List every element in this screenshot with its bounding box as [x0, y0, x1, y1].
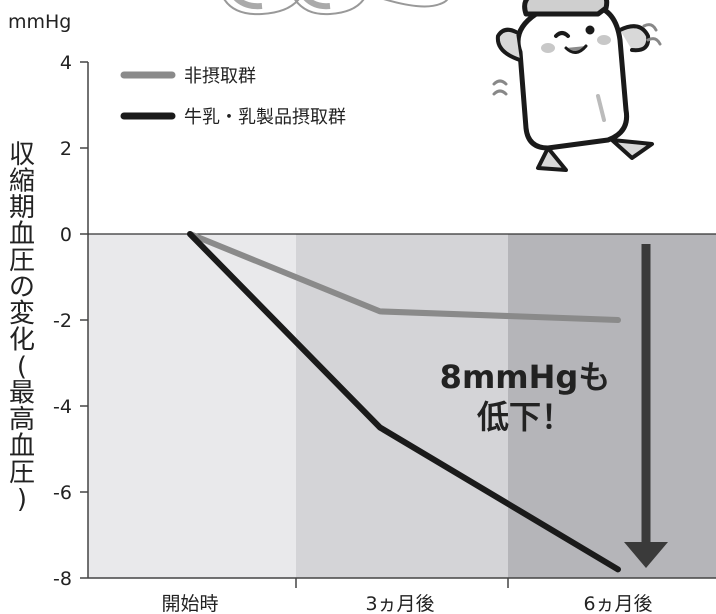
series-lines — [187, 231, 621, 573]
y-tick-label: 0 — [60, 224, 72, 246]
annotation-line-2: 低下！ — [477, 398, 573, 436]
period-bands — [88, 234, 716, 578]
y-tick-label: -6 — [53, 482, 72, 504]
x-tick-label: 6ヵ月後 — [583, 593, 652, 614]
x-tick-label: 開始時 — [161, 593, 218, 614]
drop-arrow-head — [624, 542, 668, 568]
y-tick-label: -8 — [53, 568, 72, 590]
y-tick-label: 2 — [60, 138, 72, 160]
y-axis-label: 収縮期血圧の変化(最高血圧) — [9, 140, 35, 515]
y-ticks: 4 2 0 -2 -4 -6 -8 — [53, 52, 88, 590]
series-line-0 — [187, 231, 621, 323]
legend: 非摂取群 牛乳・乳製品摂取群 — [120, 66, 346, 128]
y-unit-label: mmHg — [8, 11, 71, 33]
period-band-2 — [508, 234, 716, 578]
y-tick-label: -4 — [53, 396, 72, 418]
y-tick-label: 4 — [60, 52, 72, 74]
milk-bottle-mascot — [492, 0, 662, 172]
x-tick-label: 3ヵ月後 — [365, 593, 434, 614]
legend-label-non-intake: 非摂取群 — [184, 66, 256, 87]
annotation-line-1: 8mmHgも — [440, 358, 611, 396]
x-ticks: 開始時 3ヵ月後 6ヵ月後 — [161, 578, 653, 614]
drop-arrow — [624, 244, 668, 568]
period-band-0 — [88, 234, 296, 578]
legend-label-dairy-intake: 牛乳・乳製品摂取群 — [184, 107, 346, 128]
y-tick-label: -2 — [53, 310, 72, 332]
series-line-1 — [187, 231, 621, 573]
speech-bubble — [223, 0, 449, 16]
